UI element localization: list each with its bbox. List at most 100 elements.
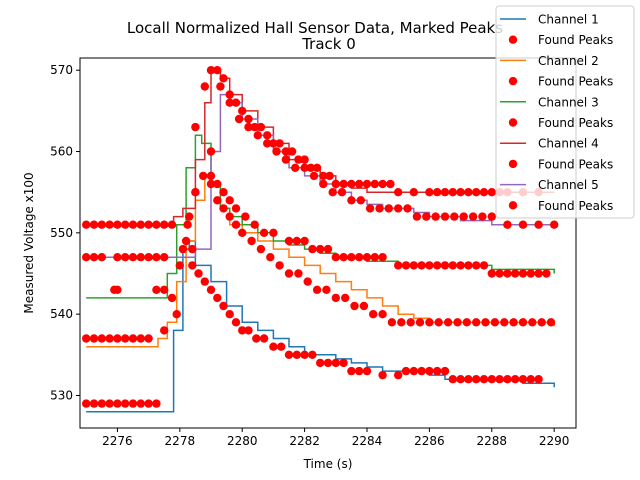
channel-4-peak-marker (319, 171, 328, 181)
channel-4-peak-marker (409, 188, 418, 197)
channel-2-peak-marker (247, 236, 256, 246)
channel-2-peak-marker (537, 318, 546, 327)
channel-1-peak-marker (487, 375, 496, 384)
channel-5-peak-marker (281, 155, 291, 164)
channel-1-peak-marker (284, 350, 294, 359)
channel-2-peak-marker (518, 318, 528, 327)
channel-3-peak-marker (355, 253, 364, 262)
channel-2-peak-marker (341, 293, 350, 303)
channel-2-peak-marker (378, 310, 387, 319)
channel-4-peak-marker (256, 122, 266, 132)
channel-4-peak-marker (160, 220, 169, 229)
channel-2-peak-marker (97, 334, 107, 343)
channel-3-peak-marker (231, 204, 241, 213)
channel-1-peak-marker (511, 375, 520, 384)
channel-2-peak-marker (225, 212, 234, 221)
channel-5-peak-marker (121, 253, 130, 262)
channel-5-peak-marker (459, 212, 468, 221)
legend: Channel 1 Found Peaks Channel 2 Found Peaks… (495, 5, 635, 219)
channel-2-peak-marker (303, 277, 312, 286)
channel-5-peak-marker (152, 253, 161, 262)
legend-label: Channel 4 (538, 137, 599, 151)
channel-5-peak-marker (375, 204, 384, 213)
channel-5-peak-marker (422, 212, 431, 221)
channel-3-peak-marker (433, 261, 442, 270)
channel-1-peak-marker (269, 342, 278, 351)
channel-1-peak-marker (144, 399, 153, 408)
channel-1-peak-marker (252, 334, 261, 343)
legend-label: Found Peaks (538, 157, 613, 171)
channel-4-peak-marker (167, 220, 177, 229)
channel-2-peak-marker (89, 334, 99, 343)
channel-1-peak-marker (401, 366, 411, 376)
channel-4-peak-marker (433, 188, 442, 197)
legend-marker-swatch (508, 35, 518, 44)
channel-5-peak-marker (136, 253, 145, 262)
x-tick-label: 2286 (414, 434, 445, 448)
channel-2-peak-marker (387, 318, 397, 327)
channel-1-peak-marker (479, 375, 489, 384)
channel-4-peak-marker (464, 188, 473, 197)
x-axis: 2276 2278 2280 2282 2284 2286 2288 2290 (102, 428, 569, 448)
channel-4-peak-marker (472, 188, 481, 197)
channel-4-peak-marker (339, 179, 348, 189)
channel-1-peak-marker (225, 310, 234, 319)
channel-1-peak-marker (172, 310, 181, 319)
channel-5-peak-marker (394, 204, 403, 213)
channel-4-peak-marker (456, 188, 465, 197)
channel-5-peak-marker (440, 212, 450, 221)
channel-2-peak-marker (219, 204, 228, 213)
channel-4-peak-marker (121, 220, 130, 229)
channel-1-peak-marker (339, 358, 348, 368)
channel-4-peak-marker (263, 131, 272, 140)
channel-5-peak-marker (272, 147, 281, 156)
channel-4-peak-marker (440, 188, 450, 197)
channel-3-peak-marker (362, 253, 372, 262)
channel-2-peak-marker (350, 301, 359, 311)
channel-2-peak-marker (266, 253, 275, 262)
channel-2-peak-marker (160, 326, 169, 335)
channel-2-peak-marker (509, 318, 518, 327)
x-tick-label: 2282 (289, 434, 320, 448)
y-tick-label: 530 (50, 388, 73, 402)
channel-2-peak-marker (175, 261, 184, 270)
channel-5-peak-marker (234, 114, 244, 124)
channel-2-peak-marker (113, 334, 122, 343)
channel-3-peak-marker (219, 188, 228, 197)
channel-4-peak-marker (113, 220, 122, 229)
channel-4-peak-marker (378, 179, 387, 189)
channel-1-peak-marker (323, 358, 333, 368)
channel-3-peak-marker (152, 285, 161, 294)
channel-4-peak-marker (487, 188, 496, 197)
legend-label: Channel 5 (538, 178, 599, 192)
x-axis-label: Time (s) (303, 457, 353, 471)
channel-5-peak-marker (309, 171, 319, 181)
y-tick-label: 560 (50, 145, 73, 159)
channel-1-peak-marker (128, 399, 138, 408)
channel-4-peak-marker (244, 114, 253, 124)
channel-3-peak-marker (160, 285, 169, 294)
legend-marker-swatch (508, 76, 518, 86)
channel-5-peak-marker (97, 253, 107, 262)
channel-3-peak-marker (206, 171, 216, 181)
channel-4-peak-marker (200, 82, 209, 91)
channel-1-peak-marker (425, 366, 434, 376)
channel-1-peak-marker (188, 261, 197, 270)
channel-5-peak-marker (356, 196, 365, 205)
channel-3-peak-marker (448, 261, 457, 270)
channel-5-peak-marker (319, 179, 328, 189)
channel-1-peak-marker (300, 350, 309, 359)
channel-4-peak-marker (448, 188, 457, 197)
x-tick-label: 2284 (352, 434, 383, 448)
channel-2-peak-marker (546, 318, 556, 327)
channel-3-peak-marker (534, 269, 543, 278)
channel-4-peak-marker (347, 179, 356, 189)
chart-title: Locall Normalized Hall Sensor Data, Mark… (127, 19, 503, 37)
channel-2-peak-marker (359, 301, 369, 311)
channel-5-peak-marker (337, 188, 347, 197)
channel-4-peak-marker (394, 188, 403, 197)
channel-2-peak-marker (472, 318, 481, 327)
channel-5-peak-marker (206, 147, 216, 156)
channel-3-peak-marker (526, 269, 535, 278)
channel-3-peak-marker (440, 261, 450, 270)
